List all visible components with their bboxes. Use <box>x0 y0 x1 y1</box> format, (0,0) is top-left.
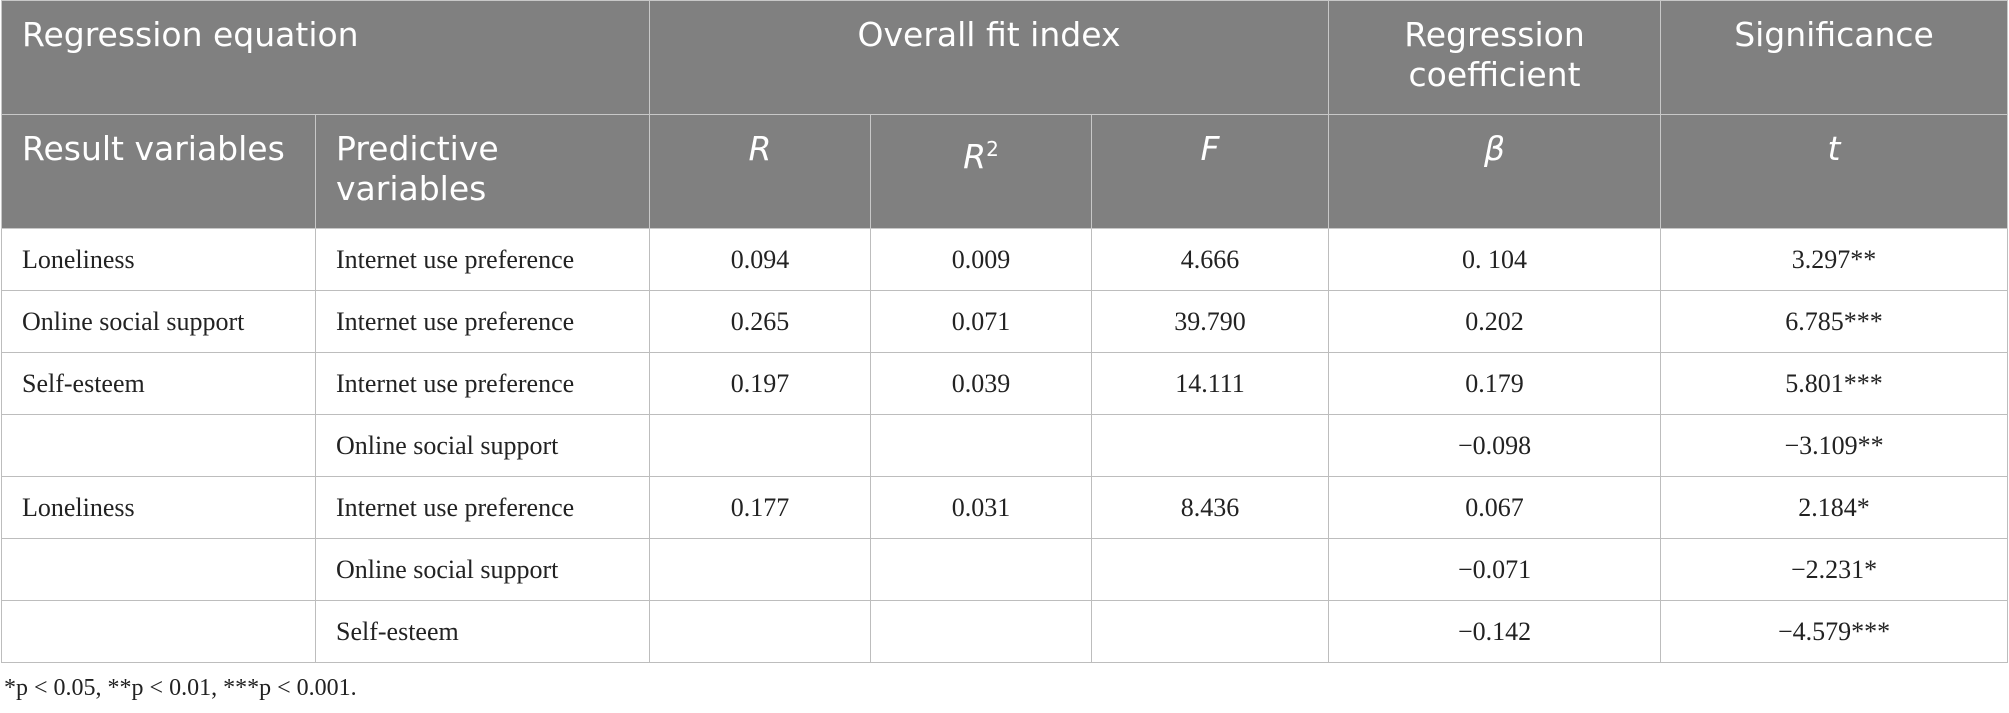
table-cell: −4.579*** <box>1660 600 2009 663</box>
table-cell: 4.666 <box>1090 228 1330 291</box>
header-cell: Regression coefficient <box>1328 0 1662 115</box>
table-cell: 0.067 <box>1328 476 1662 539</box>
table-cell: 5.801*** <box>1660 352 2009 415</box>
table-row: Online social support −0.071 −2.231* <box>1 538 2009 601</box>
table-row: Self-esteem −0.142 −4.579*** <box>1 600 2009 663</box>
table-cell: 39.790 <box>1090 290 1330 353</box>
header-row: Regression equation Overall fit index Re… <box>1 0 2009 115</box>
table-cell: 2.184* <box>1660 476 2009 539</box>
table-cell: Loneliness <box>1 228 316 291</box>
table-cell: 8.436 <box>1090 476 1330 539</box>
table-cell <box>1 414 316 477</box>
table-cell: −0.142 <box>1328 600 1662 663</box>
table-cell <box>1 538 316 601</box>
table-cell: 6.785*** <box>1660 290 2009 353</box>
table-cell <box>649 600 871 663</box>
table-body: Loneliness Internet use preference 0.094 0.… <box>1 228 2009 663</box>
table-cell: 0.202 <box>1328 290 1662 353</box>
footnote: *p < 0.05, **p < 0.01, ***p < 0.001. <box>4 675 357 701</box>
table-cell: 14.111 <box>1090 352 1330 415</box>
table-cell: Internet use preference <box>315 228 650 291</box>
table-cell: −0.071 <box>1328 538 1662 601</box>
header-cell: R2 <box>870 114 1092 229</box>
header-text: t <box>1827 129 1841 168</box>
table-row: Loneliness Internet use preference 0.094 0.… <box>1 228 2009 291</box>
table-cell: Self-esteem <box>315 600 650 663</box>
superscript: 2 <box>986 137 999 161</box>
header-cell: β <box>1328 114 1662 229</box>
table-cell: Online social support <box>315 414 650 477</box>
table-cell: Online social support <box>1 290 316 353</box>
header-text: R <box>748 129 772 168</box>
table-cell: 0.179 <box>1328 352 1662 415</box>
header-text: Predictive variables <box>336 129 499 208</box>
table-cell: Internet use preference <box>315 352 650 415</box>
table-cell <box>870 600 1092 663</box>
table-cell: Loneliness <box>1 476 316 539</box>
table-row: Online social support Internet use prefer… <box>1 290 2009 353</box>
table-cell: Internet use preference <box>315 290 650 353</box>
header-cell: Result variables <box>1 114 316 229</box>
table-cell: 0.265 <box>649 290 871 353</box>
header-text: R <box>963 137 987 176</box>
table-cell: −0.098 <box>1328 414 1662 477</box>
header-row: Result variables Predictive variables R R2 F… <box>1 114 2009 229</box>
header-cell: R <box>649 114 871 229</box>
table-row: Self-esteem Internet use preference 0.197 0… <box>1 352 2009 415</box>
table-cell: 0.009 <box>870 228 1092 291</box>
table-cell <box>649 538 871 601</box>
table-cell <box>1 600 316 663</box>
header-cell: Predictive variables <box>315 114 650 229</box>
header-text: β <box>1484 129 1506 168</box>
table-cell: 0. 104 <box>1328 228 1662 291</box>
table-cell: 0.177 <box>649 476 871 539</box>
table-cell: 0.039 <box>870 352 1092 415</box>
table-cell: −2.231* <box>1660 538 2009 601</box>
header-text: F <box>1200 129 1220 168</box>
table-cell: Internet use preference <box>315 476 650 539</box>
table-cell: 0.031 <box>870 476 1092 539</box>
table-row: Loneliness Internet use preference 0.177 0.… <box>1 476 2009 539</box>
table-cell: 0.094 <box>649 228 871 291</box>
table-cell: 3.297** <box>1660 228 2009 291</box>
header-cell: F <box>1090 114 1330 229</box>
regression-table: Regression equation Overall fit index Re… <box>1 0 2009 663</box>
table-cell <box>870 414 1092 477</box>
header-cell: t <box>1660 114 2009 229</box>
table-cell: Self-esteem <box>1 352 316 415</box>
header-text: Result variables <box>22 129 285 168</box>
table-cell <box>870 538 1092 601</box>
table-cell <box>1090 414 1330 477</box>
header-cell: Significance <box>1660 0 2009 115</box>
table-cell: 0.197 <box>649 352 871 415</box>
table-cell: 0.071 <box>870 290 1092 353</box>
table-cell: Online social support <box>315 538 650 601</box>
table-cell <box>1090 538 1330 601</box>
header-cell: Regression equation <box>1 0 650 115</box>
table-cell <box>1090 600 1330 663</box>
table-cell: −3.109** <box>1660 414 2009 477</box>
table-cell <box>649 414 871 477</box>
table-row: Online social support −0.098 −3.109** <box>1 414 2009 477</box>
header-cell: Overall fit index <box>648 0 1330 115</box>
